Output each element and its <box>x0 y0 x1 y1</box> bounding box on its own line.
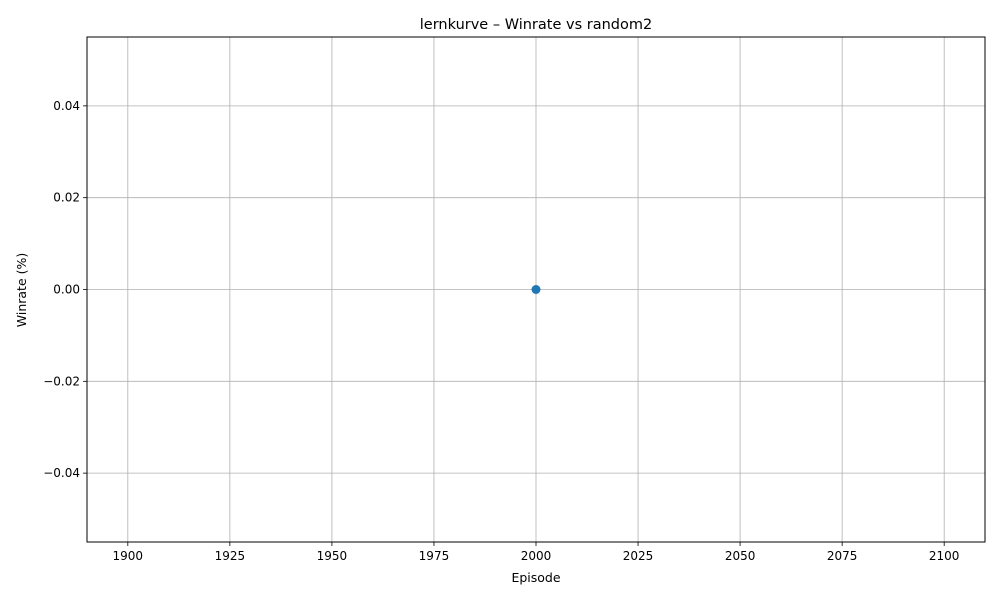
y-axis-label: Winrate (%) <box>14 253 29 327</box>
x-tick-label: 2000 <box>521 549 552 563</box>
y-tick-label: 0.02 <box>53 191 80 205</box>
y-tick-label: 0.04 <box>53 99 80 113</box>
x-tick-label: 1975 <box>419 549 450 563</box>
y-tick-label: −0.02 <box>43 374 80 388</box>
chart-title: lernkurve – Winrate vs random2 <box>420 17 652 33</box>
x-tick-label: 1950 <box>317 549 348 563</box>
x-tick-label: 1925 <box>215 549 246 563</box>
x-tick-label: 2050 <box>725 549 756 563</box>
x-tick-label: 1900 <box>113 549 144 563</box>
y-tick-label: 0.00 <box>53 283 80 297</box>
x-axis-label: Episode <box>511 570 560 585</box>
data-series <box>531 285 541 294</box>
ticks: 1900 1925 1950 1975 2000 2025 2050 2075 2100 −0.0… <box>43 99 959 563</box>
plot-area-frame <box>86 36 986 543</box>
y-tick-label: −0.04 <box>43 466 80 480</box>
grid <box>87 37 985 542</box>
x-tick-label: 2100 <box>929 549 960 563</box>
x-tick-label: 2075 <box>827 549 858 563</box>
x-tick-label: 2025 <box>623 549 654 563</box>
data-point <box>531 285 541 294</box>
